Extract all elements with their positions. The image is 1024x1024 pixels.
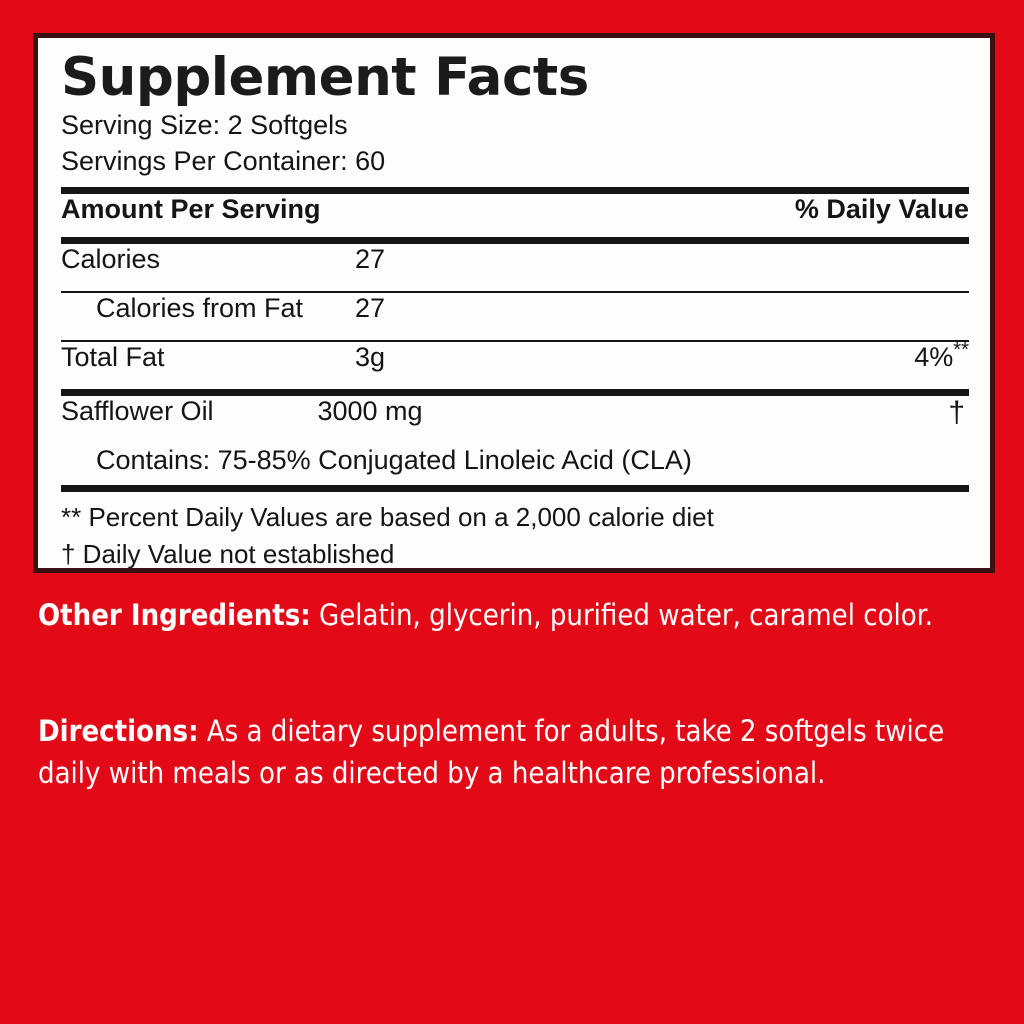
row-label-safflower-oil: Safflower Oil (61, 395, 214, 426)
footnotes-block: ** Percent Daily Values are based on a 2… (61, 492, 969, 573)
supplement-facts-panel: Supplement Facts Serving Size: 2 Softgel… (33, 33, 995, 573)
row-label-calories-from-fat: Calories from Fat (96, 292, 304, 323)
footnote-daily-values: ** Percent Daily Values are based on a 2… (61, 501, 714, 532)
rule-before-footnotes (61, 484, 969, 492)
row-label-total-fat: Total Fat (61, 341, 165, 372)
other-ingredients-section: Other Ingredients: Gelatin, glycerin, pu… (38, 594, 996, 636)
table-row: Safflower Oil 3000 mg † (61, 396, 969, 443)
row-amount-safflower-oil: 3000 mg (317, 395, 423, 426)
daily-value-header: % Daily Value (794, 193, 969, 224)
directions-section: Directions: As a dietary supplement for … (38, 710, 996, 794)
rule-above-amount-header (61, 186, 969, 194)
row-amount-total-fat: 3g (354, 341, 386, 372)
table-header-row: Amount Per Serving % Daily Value (61, 194, 969, 237)
amount-per-serving-header: Amount Per Serving (61, 193, 321, 224)
row-amount-calories-from-fat: 27 (354, 292, 386, 323)
servings-per-container-line: Servings Per Container: 60 (61, 145, 386, 176)
table-row: Calories 27 (61, 244, 969, 291)
row-dv-total-fat-marker: ** (953, 338, 969, 361)
safflower-oil-subline: Contains: 75-85% Conjugated Linoleic Aci… (96, 444, 692, 475)
row-dv-safflower-oil: † (948, 395, 965, 429)
row-amount-calories: 27 (354, 243, 386, 274)
rule-before-safflower-oil (61, 388, 969, 396)
table-row: Calories from Fat 27 (61, 293, 969, 340)
footnote-dv-not-established: † Daily Value not established (61, 538, 395, 569)
directions-text: As a dietary supplement for adults, take… (38, 714, 945, 791)
other-ingredients-text: Gelatin, glycerin, purified water, caram… (310, 598, 934, 632)
row-dv-total-fat-value: 4% (914, 341, 954, 372)
table-row: Total Fat 3g 4%** (61, 338, 969, 389)
directions-heading: Directions: (38, 714, 199, 748)
row-dv-total-fat: 4%** (914, 338, 969, 373)
panel-title: Supplement Facts (61, 47, 589, 108)
rule-after-calories (61, 290, 969, 293)
row-label-calories: Calories (61, 243, 161, 274)
other-ingredients-heading: Other Ingredients: (38, 598, 311, 632)
rule-below-amount-header (61, 236, 969, 244)
serving-size-line: Serving Size: 2 Softgels (61, 110, 348, 140)
rule-after-calories-from-fat (61, 339, 969, 342)
